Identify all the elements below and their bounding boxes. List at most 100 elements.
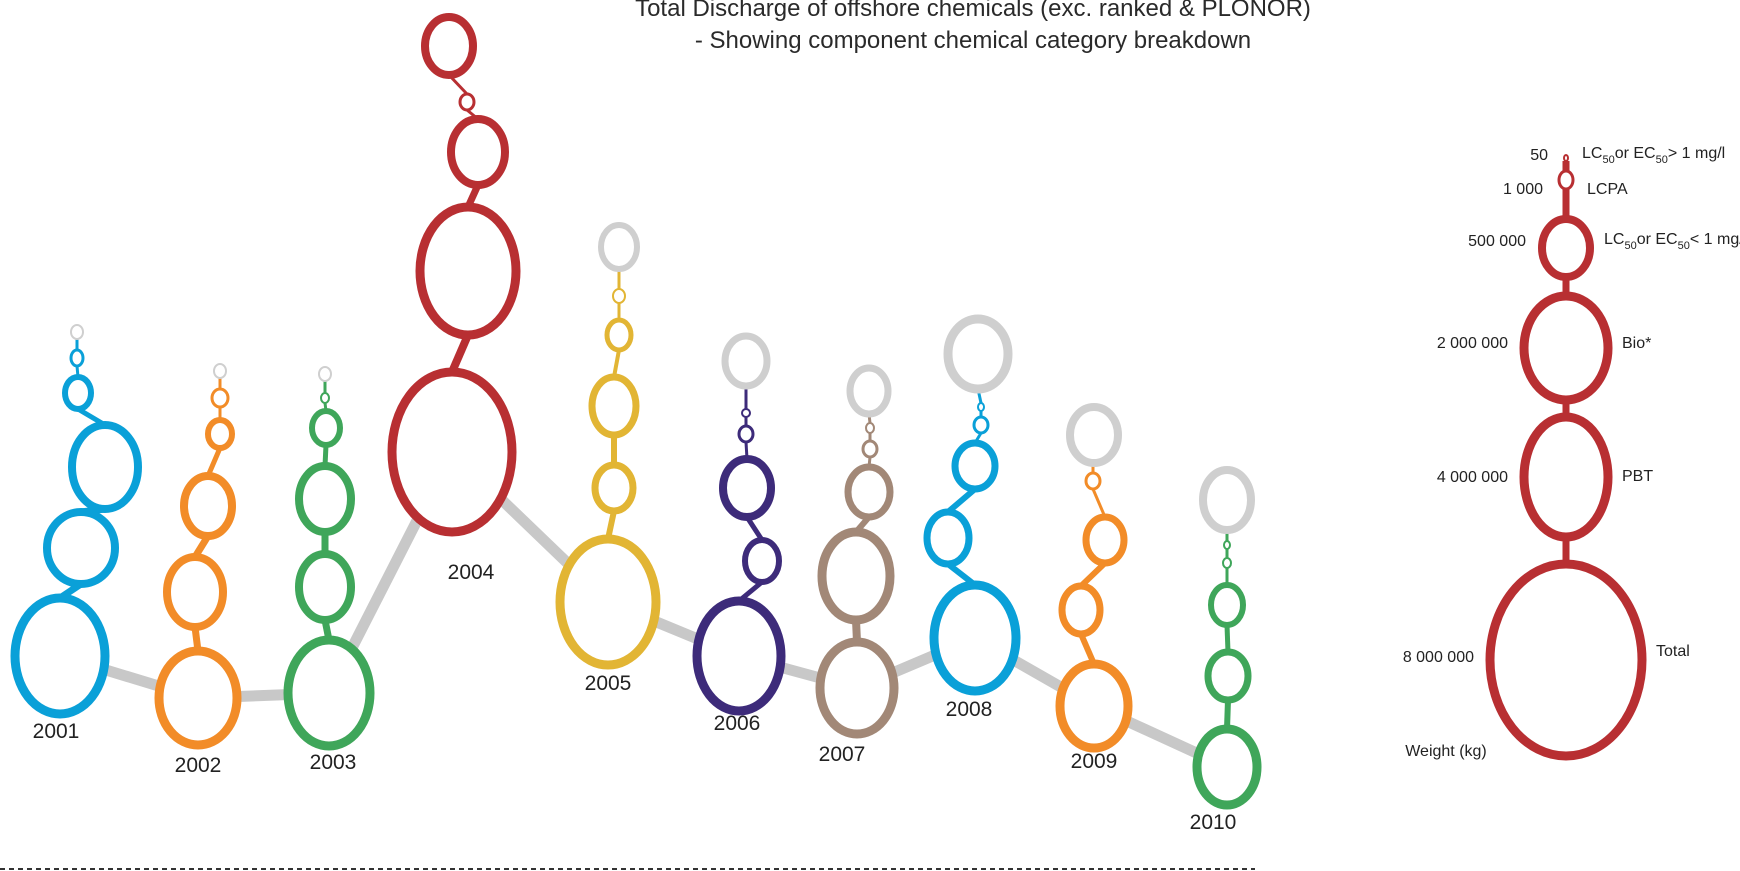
bubble-2007-2 — [844, 463, 894, 521]
year-label-2009: 2009 — [1071, 750, 1118, 773]
year-chain-2001: 2001 — [10, 324, 142, 743]
title-line-2: - Showing component chemical category br… — [695, 27, 1251, 54]
bubble-2002-0 — [154, 646, 242, 750]
bubble-2006-2 — [719, 455, 775, 521]
year-label-2003: 2003 — [310, 751, 357, 774]
bubble-2001-5 — [70, 324, 84, 340]
legend-bubble-3 — [1519, 291, 1613, 405]
year-chain-2005: 2005 — [555, 222, 661, 695]
bubble-2001-0 — [10, 593, 110, 719]
bubble-2007-5 — [846, 364, 892, 418]
year-label-2004: 2004 — [448, 561, 495, 584]
bubble-2007-3 — [861, 439, 879, 459]
legend-axis-label: Weight (kg) — [1405, 743, 1487, 760]
year-chain-2010: 2010 — [1190, 466, 1262, 834]
bubble-2005-1 — [591, 461, 637, 515]
year-label-2010: 2010 — [1190, 811, 1237, 834]
chain-connector — [1224, 699, 1231, 730]
legend-label: LCPA — [1587, 181, 1628, 198]
legend-label: Bio* — [1622, 335, 1651, 352]
bubble-2002-1 — [163, 553, 227, 631]
bubble-2008-1 — [923, 508, 973, 568]
year-label-2007: 2007 — [819, 743, 866, 766]
legend-value: 50 — [1530, 147, 1548, 164]
bubble-2009-3 — [1084, 471, 1102, 491]
chart-title: Total Discharge of offshore chemicals (e… — [635, 0, 1311, 54]
bubble-2006-5 — [721, 332, 771, 390]
year-label-2006: 2006 — [714, 712, 761, 735]
bubble-2008-0 — [929, 580, 1021, 696]
bubble-2006-3 — [737, 424, 755, 444]
legend-bubble-1 — [1557, 169, 1575, 191]
bubble-2005-4 — [612, 288, 626, 304]
bubble-2005-3 — [604, 317, 634, 353]
bubble-2010-5 — [1199, 466, 1255, 534]
bubble-2008-5 — [943, 314, 1013, 394]
chain-connector — [1078, 632, 1097, 666]
chain-connector — [1091, 488, 1107, 518]
bubble-2004-0 — [387, 367, 517, 537]
bubble-2003-4 — [320, 392, 330, 404]
chain-connector — [1224, 624, 1231, 653]
bubble-2005-0 — [555, 534, 661, 670]
bubble-2007-0 — [815, 637, 899, 739]
year-chain-2002: 2002 — [154, 363, 242, 777]
bubble-2002-5 — [213, 363, 227, 379]
legend-label: LC50or EC50> 1 mg/l — [1582, 145, 1725, 166]
title-line-1: Total Discharge of offshore chemicals (e… — [635, 0, 1311, 22]
legend-value: 500 000 — [1468, 233, 1526, 250]
bubble-2002-4 — [210, 387, 230, 409]
legend-value: 8 000 000 — [1403, 649, 1474, 666]
bubble-2008-2 — [951, 439, 999, 493]
bubble-2010-3 — [1222, 557, 1232, 569]
bubble-2009-5 — [1066, 403, 1122, 467]
legend-bubble-4 — [1519, 412, 1613, 542]
legend-value: 1 000 — [1503, 181, 1543, 198]
bubble-2009-1 — [1058, 582, 1104, 638]
chain-connector — [612, 349, 621, 378]
chain-connector — [1078, 560, 1108, 589]
year-chain-2009: 2009 — [1055, 403, 1133, 773]
bubble-2005-2 — [588, 373, 640, 439]
year-chain-2007: 2007 — [815, 364, 899, 766]
year-label-2005: 2005 — [585, 672, 632, 695]
legend-label: Total — [1656, 643, 1690, 660]
legend-label: LC50or EC50< 1 mg/l — [1604, 231, 1740, 252]
legend-bubble-2 — [1538, 215, 1594, 281]
year-chain-2008: 2008 — [923, 314, 1021, 721]
year-label-2001: 2001 — [33, 720, 80, 743]
legend-value: 2 000 000 — [1437, 335, 1508, 352]
legend-value: 4 000 000 — [1437, 469, 1508, 486]
bubble-2008-3 — [972, 415, 990, 435]
bubble-2004-2 — [447, 115, 509, 189]
bubble-2006-4 — [741, 408, 751, 418]
legend-bubble-0 — [1563, 154, 1569, 162]
bubble-2009-0 — [1055, 659, 1133, 753]
chain-connector — [605, 510, 617, 540]
year-label-2002: 2002 — [175, 754, 222, 777]
bubble-2001-1 — [43, 508, 119, 588]
bubble-2001-3 — [62, 374, 94, 412]
bubble-2010-0 — [1192, 724, 1262, 810]
bubble-2003-3 — [309, 408, 343, 448]
bubble-2002-2 — [180, 472, 236, 540]
bubble-2009-2 — [1082, 513, 1128, 567]
trend-line — [58, 446, 1230, 772]
year-chain-2003: 2003 — [283, 366, 375, 774]
bubble-2001-4 — [69, 348, 85, 368]
year-chain-2004: 2004 — [387, 13, 521, 584]
size-legend: 50 LC50or EC50> 1 mg/l 1 000 LCPA 500 000 LC5… — [1403, 145, 1740, 761]
bubble-2006-1 — [742, 537, 782, 585]
year-chain-2006: 2006 — [692, 332, 786, 735]
bubble-2010-2 — [1208, 582, 1246, 628]
bubble-2003-1 — [295, 550, 355, 624]
year-chains: 2001 2002 2003 2004 2005 2006 2007 2008 2009 2010 — [10, 13, 1262, 834]
legend-label: PBT — [1622, 468, 1653, 485]
bubble-2003-2 — [295, 462, 355, 536]
chain-connector — [946, 486, 977, 515]
bubble-2010-1 — [1204, 648, 1252, 704]
bubble-2005-5 — [598, 222, 640, 272]
chain-connector — [205, 447, 223, 477]
bubble-2001-2 — [68, 421, 142, 513]
